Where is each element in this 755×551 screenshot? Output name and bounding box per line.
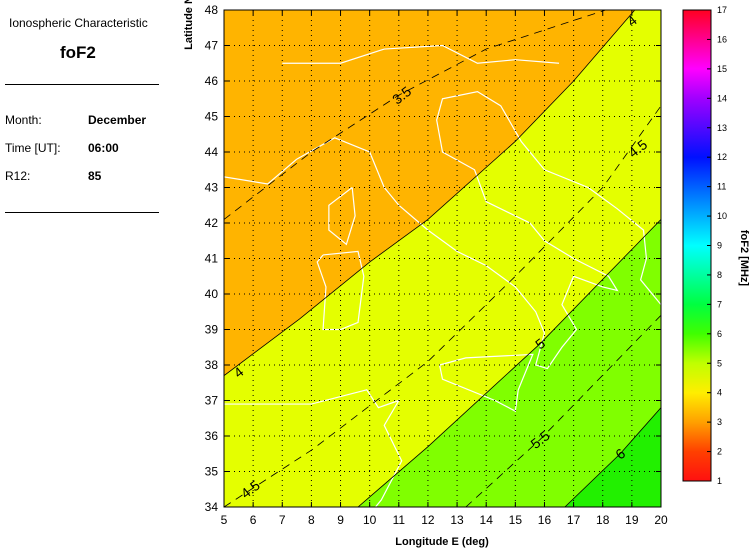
colorbar-tick-label: 17 [717,5,727,15]
colorbar-tick-label: 7 [717,299,722,309]
contour-5 [357,219,661,507]
colorbar-tick-label: 16 [717,34,727,44]
y-axis-label: Latitude N (deg) [183,0,195,50]
r12-value: 85 [88,169,102,183]
x-tick-label: 15 [509,513,523,527]
colorbar-tick-label: 11 [717,182,726,192]
contour-6 [564,407,661,507]
contour-3-5 [224,10,606,220]
y-tick-label: 45 [205,110,219,124]
y-tick-label: 35 [205,465,219,479]
time-value: 06:00 [88,141,119,155]
contour-4-5 [224,105,661,507]
x-tick-label: 18 [596,513,610,527]
x-tick-label: 5 [221,513,228,527]
coastline [224,158,298,185]
colorbar-tick-label: 10 [717,211,727,221]
y-tick-label: 39 [205,323,219,337]
colorbar-tick-label: 14 [717,93,727,103]
month-value: December [88,113,147,127]
coastline [316,250,365,331]
x-tick-label: 9 [337,513,344,527]
y-tick-label: 40 [205,287,219,301]
y-tick-label: 43 [205,181,219,195]
x-tick-label: 14 [480,513,494,527]
colorbar-tick-label: 15 [717,64,727,74]
time-label: Time [UT]: [5,141,61,155]
y-tick-label: 41 [205,252,219,266]
coastline [296,91,661,370]
coastline [438,353,534,413]
y-tick-label: 47 [205,39,219,53]
x-tick-label: 7 [279,513,286,527]
y-tick-label: 42 [205,216,219,230]
colorbar-tick-label: 1 [717,476,722,486]
x-axis-label: Longitude E (deg) [395,536,489,548]
divider [5,212,159,213]
region-5-to-6 [358,219,661,507]
y-tick-label: 37 [205,394,219,408]
panel-heading: Ionospheric Characteristic [9,16,148,30]
x-tick-label: 13 [450,513,464,527]
x-tick-label: 17 [567,513,581,527]
colorbar-tick-label: 5 [717,358,722,368]
colorbar-tick-label: 12 [717,152,727,162]
coastline [282,44,560,64]
colorbar-tick-label: 6 [717,329,722,339]
colorbar-tick-label: 3 [717,417,722,427]
x-tick-label: 19 [625,513,639,527]
x-tick-label: 8 [308,513,315,527]
x-tick-label: 12 [421,513,435,527]
colorbar-tick-label: 8 [717,270,722,280]
characteristic-title: foF2 [60,43,96,62]
contour-4 [224,10,636,376]
coastline [328,187,356,246]
y-tick-label: 44 [205,145,219,159]
colorbar-label: foF2 [MHz] [738,230,750,287]
month-label: Month: [5,113,42,127]
contour-5-5 [465,315,661,507]
divider [5,84,159,85]
x-tick-label: 20 [654,513,668,527]
y-tick-label: 36 [205,429,219,443]
colorbar-tick-label: 13 [717,123,727,133]
x-tick-label: 16 [538,513,552,527]
y-tick-label: 38 [205,358,219,372]
colorbar-tick-label: 2 [717,447,722,457]
r12-label: R12: [5,169,31,183]
x-tick-label: 10 [363,513,377,527]
colorbar-tick-label: 9 [717,241,722,251]
y-tick-label: 46 [205,74,219,88]
region-above-6 [564,407,661,507]
x-tick-label: 11 [393,513,406,527]
y-tick-label: 34 [205,500,219,514]
x-tick-label: 6 [250,513,257,527]
colorbar [682,9,712,482]
y-tick-label: 48 [205,3,219,17]
colorbar-tick-label: 4 [717,388,722,398]
